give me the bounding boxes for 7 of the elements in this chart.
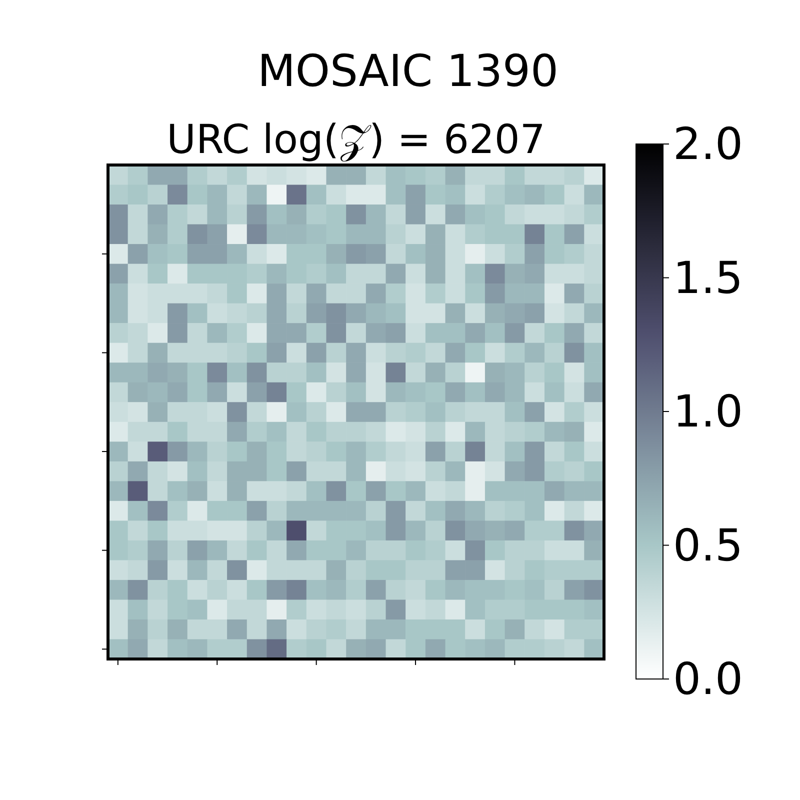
chart-subtitle: URC log(𝒵) = 6207 [166,117,546,163]
color-bar-label: 0.0 [673,654,743,705]
color-bar-label: 0.5 [673,520,743,572]
color-bar-label: 2.0 [673,119,743,170]
chart-title: MOSAIC 1390 [257,46,559,97]
color-bar-label: 1.5 [673,252,743,304]
color-bar-label: 1.0 [673,386,743,438]
